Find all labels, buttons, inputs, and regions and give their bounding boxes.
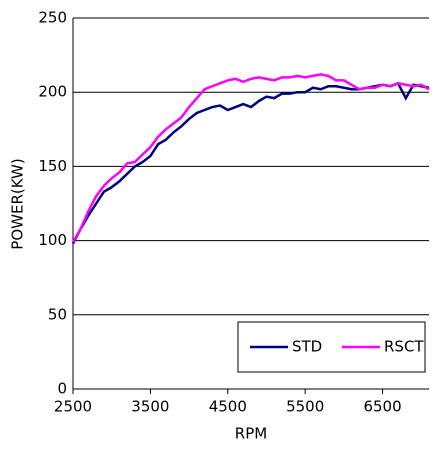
y-tick-label: 250 xyxy=(38,9,67,27)
legend-label: STD xyxy=(292,338,322,356)
x-axis-label: RPM xyxy=(235,425,267,443)
y-tick-label: 100 xyxy=(38,231,67,249)
y-axis-label: POWER(KW) xyxy=(9,158,27,249)
y-tick-label: 150 xyxy=(38,157,67,175)
x-tick-label: 6500 xyxy=(363,398,401,416)
line-series xyxy=(71,73,430,243)
x-tick-label: 3500 xyxy=(131,398,169,416)
y-tick-label: 50 xyxy=(48,305,67,323)
y-tick-label: 200 xyxy=(38,83,67,101)
x-tick-label: 2500 xyxy=(54,398,92,416)
y-tick-label: 0 xyxy=(57,380,67,398)
x-tick-label: 4500 xyxy=(209,398,247,416)
legend-label: RSCT xyxy=(384,338,424,356)
x-tick-label: 5500 xyxy=(286,398,324,416)
